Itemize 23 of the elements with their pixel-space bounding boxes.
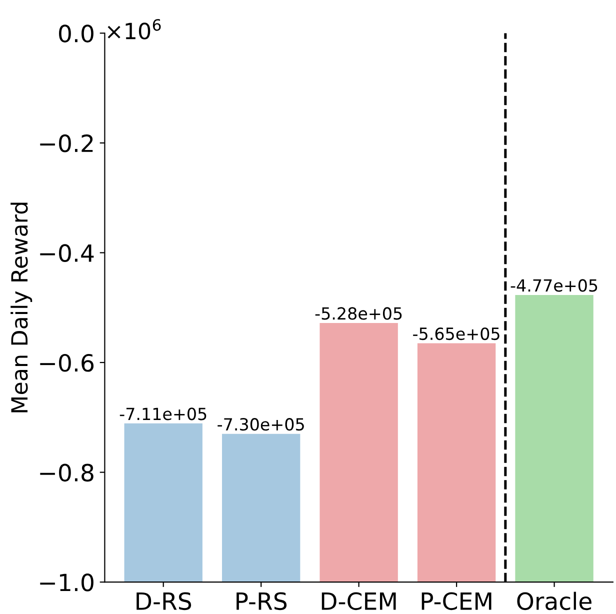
x-tick-label: D-CEM [322, 592, 396, 610]
x-tick-label: P-CEM [422, 592, 492, 610]
annotation: -7.11e+05 [120, 408, 206, 420]
bar [320, 322, 398, 582]
bar [515, 294, 594, 582]
y-tick-label: −1.0 [40, 574, 94, 592]
bar [222, 434, 300, 582]
y-tick-label: −0.4 [40, 244, 94, 262]
bar [417, 343, 496, 582]
bar [124, 423, 202, 582]
y-axis-title: Mean Daily Reward [10, 202, 32, 412]
x-tick-label: Oracle [517, 592, 592, 610]
annotation: -5.28e+05 [315, 307, 402, 320]
x-tick-label: D-RS [136, 592, 192, 610]
y-tick-label: 0.0 [59, 24, 94, 42]
x-tick-label: P-RS [236, 592, 287, 610]
annotation: -4.77e+05 [510, 279, 598, 292]
y-tick-label: −0.8 [40, 464, 94, 482]
y-tick-label: −0.2 [40, 134, 93, 152]
y-tick-label: −0.6 [40, 354, 94, 372]
annotation: ×10$^{6}$ [108, 19, 161, 40]
annotation: -5.65e+05 [413, 327, 500, 340]
annotation: -7.30e+05 [218, 418, 304, 431]
